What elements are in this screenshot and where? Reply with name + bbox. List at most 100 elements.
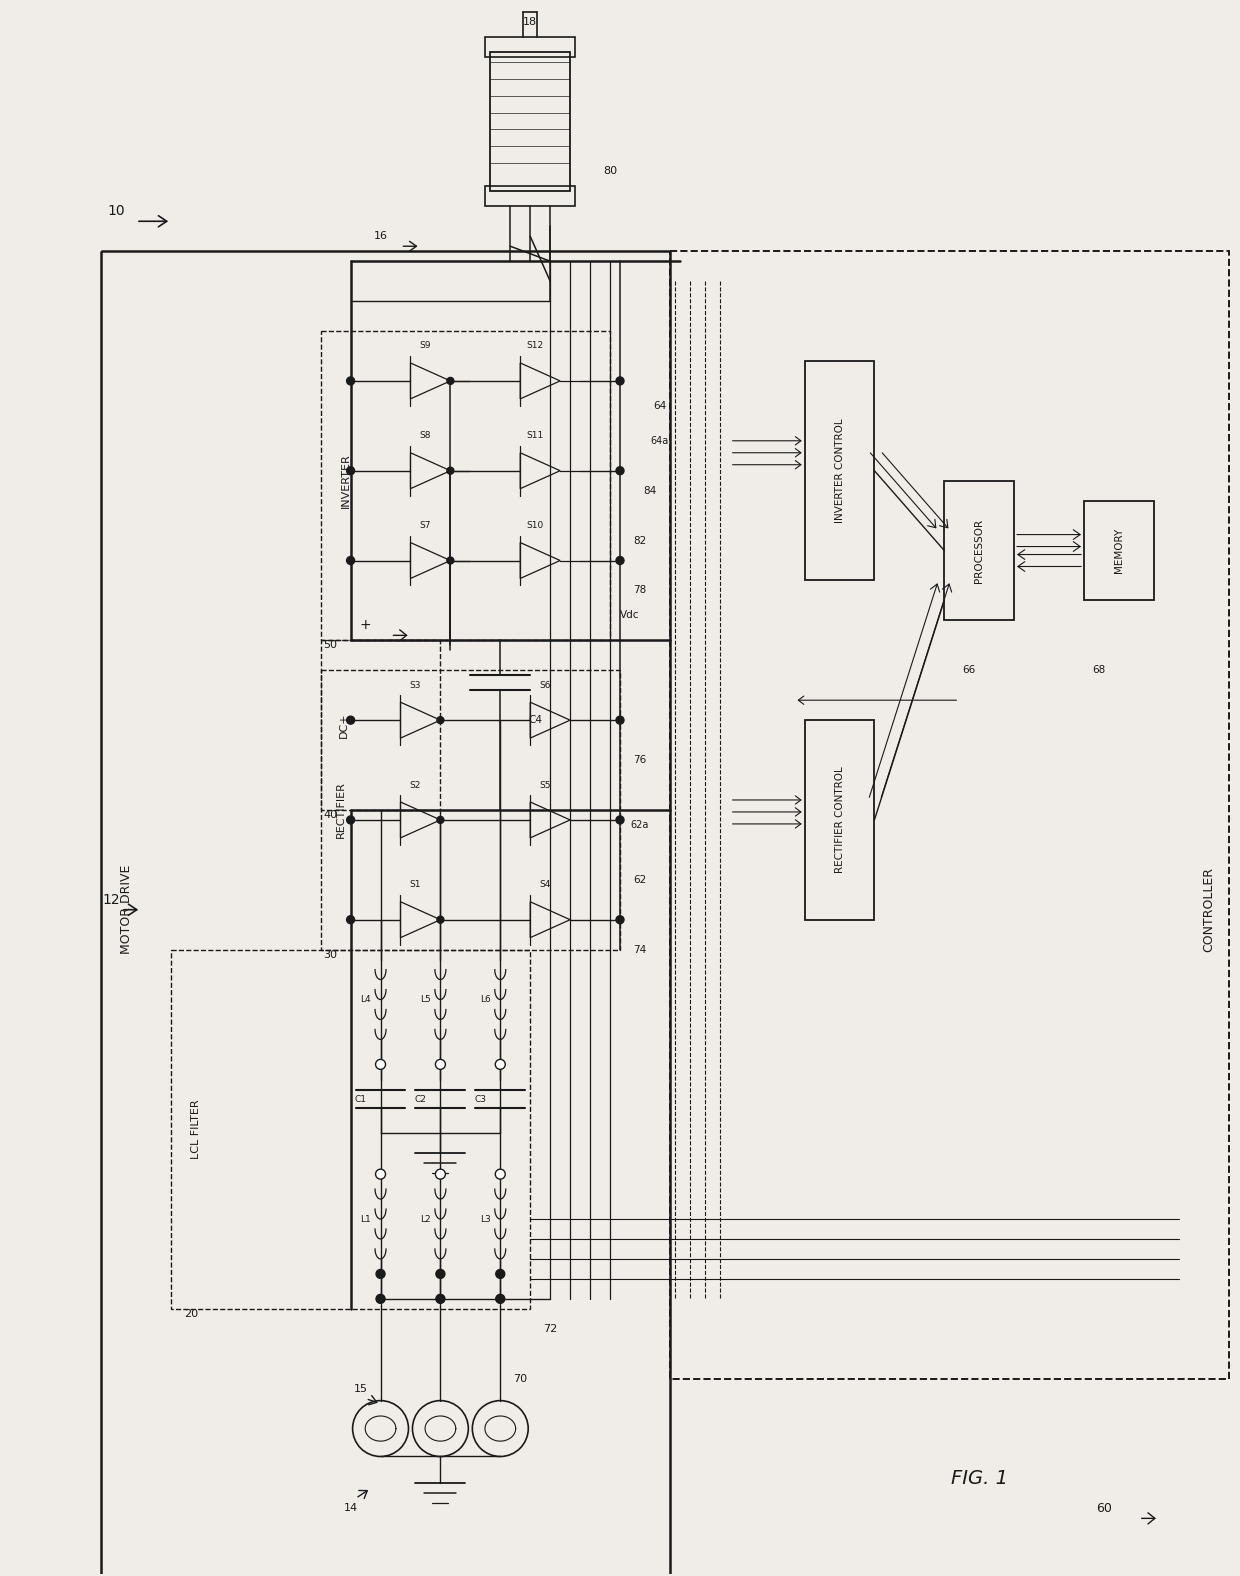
Text: S1: S1 [409,881,422,889]
Bar [1084,501,1153,600]
Text: 62: 62 [634,875,646,884]
Circle shape [496,1295,505,1303]
Text: 66: 66 [962,665,976,675]
Text: FIG. 1: FIG. 1 [951,1469,1008,1488]
Text: S9: S9 [419,342,432,350]
Circle shape [376,1269,386,1278]
Text: 74: 74 [634,944,646,955]
Text: 15: 15 [353,1384,367,1393]
Bar [102,251,670,1576]
Bar [321,670,620,950]
Text: 82: 82 [634,536,646,545]
Bar [490,52,570,191]
Text: RECTIFIER CONTROL: RECTIFIER CONTROL [835,766,844,873]
Text: INVERTER: INVERTER [341,454,351,507]
Text: 18: 18 [523,17,537,27]
Circle shape [446,556,454,564]
Text: 16: 16 [373,232,388,241]
Circle shape [446,377,454,385]
Text: 30: 30 [324,950,337,960]
Text: C3: C3 [475,1095,486,1103]
Circle shape [436,717,444,723]
Text: 20: 20 [184,1308,198,1319]
Circle shape [616,816,624,824]
Text: L4: L4 [361,994,371,1004]
Text: Vdc: Vdc [620,610,640,621]
Text: 40: 40 [324,810,337,820]
Text: 78: 78 [634,585,646,596]
Circle shape [616,716,624,723]
Text: 80: 80 [603,167,618,177]
Circle shape [616,377,624,385]
Bar [670,251,1229,1379]
Text: 72: 72 [543,1324,557,1333]
Circle shape [435,1169,445,1179]
Text: 10: 10 [108,205,125,219]
Text: S10: S10 [527,522,544,530]
Circle shape [347,377,355,385]
Text: 60: 60 [1096,1502,1112,1515]
Text: S5: S5 [539,780,551,790]
Text: 64a: 64a [651,437,670,446]
Text: L5: L5 [420,994,430,1004]
Circle shape [377,1295,384,1303]
Text: S7: S7 [419,522,432,530]
Text: C4: C4 [528,716,542,725]
Circle shape [347,716,355,723]
Text: +: + [360,618,372,632]
Text: DC+: DC+ [339,712,348,738]
Text: S12: S12 [527,342,544,350]
Bar [805,361,874,580]
Circle shape [436,1295,444,1303]
Circle shape [495,1169,505,1179]
Bar [945,481,1014,621]
Text: L2: L2 [420,1215,430,1223]
Circle shape [376,1294,386,1303]
Circle shape [616,556,624,564]
Circle shape [616,916,624,924]
Text: C2: C2 [414,1095,427,1103]
Bar [805,720,874,920]
Bar [485,36,575,57]
Text: PROCESSOR: PROCESSOR [975,519,985,583]
Text: 64: 64 [653,400,667,411]
Circle shape [347,466,355,474]
Circle shape [446,466,454,474]
Text: 84: 84 [644,485,656,496]
Text: 14: 14 [343,1504,357,1513]
Text: 76: 76 [634,755,646,764]
Text: RECTIFIER: RECTIFIER [336,782,346,838]
Text: LCL FILTER: LCL FILTER [191,1100,201,1158]
Circle shape [496,1269,505,1278]
Text: INVERTER CONTROL: INVERTER CONTROL [835,418,844,523]
Text: S3: S3 [409,681,422,690]
Text: S11: S11 [527,432,544,440]
Bar [171,950,531,1308]
Text: CONTROLLER: CONTROLLER [1202,867,1215,952]
Text: MEMORY: MEMORY [1114,528,1123,574]
Text: 70: 70 [513,1374,527,1384]
Circle shape [495,1059,505,1070]
Circle shape [616,466,624,474]
Text: MOTOR DRIVE: MOTOR DRIVE [119,865,133,955]
Text: C1: C1 [355,1095,367,1103]
Circle shape [436,916,444,924]
Circle shape [435,1059,445,1070]
Text: S4: S4 [539,881,551,889]
Circle shape [496,1294,505,1303]
Text: 50: 50 [324,640,337,651]
Text: L1: L1 [360,1215,371,1223]
Text: 62a: 62a [631,820,650,831]
Text: 12: 12 [103,892,120,906]
Circle shape [376,1059,386,1070]
Text: S6: S6 [539,681,551,690]
Circle shape [347,816,355,824]
Text: S2: S2 [409,780,422,790]
Text: S8: S8 [419,432,432,440]
Circle shape [347,556,355,564]
Circle shape [436,1269,445,1278]
Circle shape [436,816,444,823]
Circle shape [376,1169,386,1179]
Bar [485,186,575,206]
Bar [321,331,610,640]
